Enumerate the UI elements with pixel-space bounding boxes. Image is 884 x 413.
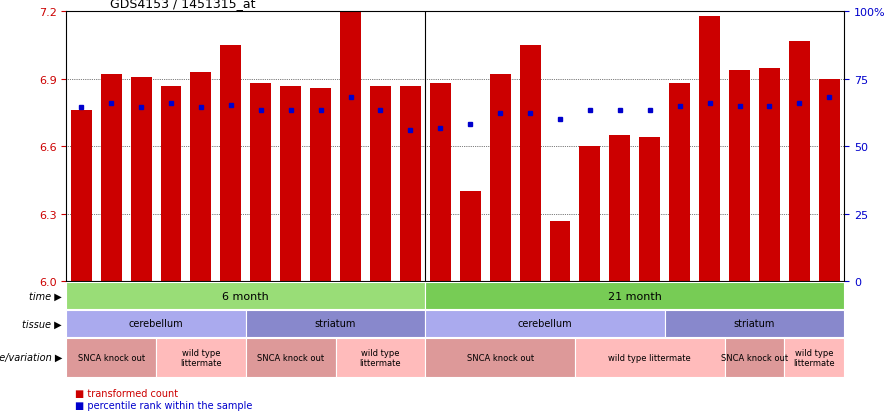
Bar [220,46,241,282]
Bar [101,75,122,282]
Text: SNCA knock out: SNCA knock out [78,353,145,362]
Text: SNCA knock out: SNCA knock out [720,353,788,362]
Bar [190,73,211,282]
Bar [789,42,810,282]
Bar [460,192,481,282]
Text: ■ percentile rank within the sample: ■ percentile rank within the sample [75,400,253,410]
Bar [161,86,181,282]
Text: striatum: striatum [734,318,775,329]
Bar [639,138,660,282]
Text: cerebellum: cerebellum [518,318,572,329]
Bar [250,84,271,282]
Text: SNCA knock out: SNCA knock out [467,353,534,362]
Bar [370,86,391,282]
Text: GDS4153 / 1451315_at: GDS4153 / 1451315_at [110,0,256,10]
Text: wild type
littermate: wild type littermate [360,348,401,367]
Text: tissue ▶: tissue ▶ [22,318,62,329]
Bar [131,78,151,282]
Text: 6 month: 6 month [223,291,270,301]
Bar [609,136,630,282]
Bar [490,75,511,282]
Text: wild type littermate: wild type littermate [608,353,691,362]
Text: striatum: striatum [315,318,356,329]
Bar [669,84,690,282]
Text: genotype/variation ▶: genotype/variation ▶ [0,352,62,363]
Bar [579,147,600,282]
Text: SNCA knock out: SNCA knock out [257,353,324,362]
Bar [759,69,780,282]
Text: wild type
littermate: wild type littermate [180,348,222,367]
Bar [340,12,361,282]
Bar [280,86,301,282]
Bar [430,84,451,282]
Bar [400,86,421,282]
Text: wild type
littermate: wild type littermate [794,348,835,367]
Bar [71,111,92,282]
Bar [520,46,540,282]
Text: cerebellum: cerebellum [129,318,183,329]
Bar [729,71,750,282]
Text: time ▶: time ▶ [29,291,62,301]
Bar [550,221,570,282]
Bar [310,89,332,282]
Bar [819,80,840,282]
Text: ■ transformed count: ■ transformed count [75,388,179,399]
Text: 21 month: 21 month [608,291,662,301]
Bar [699,17,720,282]
